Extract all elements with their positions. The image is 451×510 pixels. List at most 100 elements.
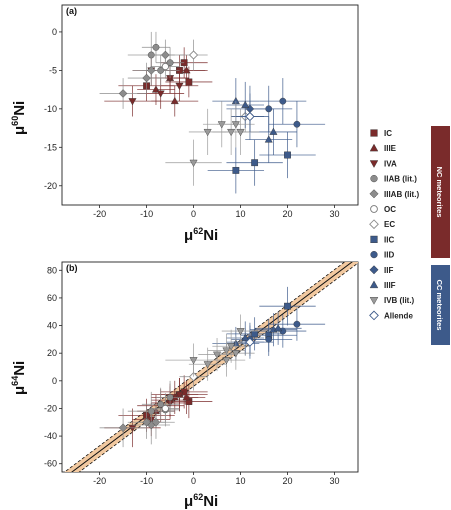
panel-b-y-tick-label: -20 <box>44 403 57 413</box>
panel-b-data-point <box>251 330 259 338</box>
panel-a-y-tick-label: 0 <box>52 27 57 37</box>
panel-b-y-tick-label: 80 <box>47 265 57 275</box>
legend-label: IIIF <box>384 281 396 290</box>
panel-b-x-tick-label: -20 <box>93 476 106 486</box>
panel-b-data-point <box>175 391 184 399</box>
panel-b-series-iiiab-lit- <box>99 405 175 448</box>
legend-label: IVB (lit.) <box>384 296 415 305</box>
panel-b-data-point <box>274 324 283 332</box>
panel-a-data-point <box>166 59 174 67</box>
panel-a-ticks: -20 -10 0 10 20 30 0 -5 -10 -15 -20 <box>44 27 340 219</box>
panel-b-data-point <box>236 328 245 336</box>
legend-marker <box>369 265 379 275</box>
panel-a-data-point <box>170 96 179 105</box>
panel-a-x-tick-label: 10 <box>236 209 246 219</box>
panel-a-data-point <box>264 135 273 143</box>
panel-b-data-point <box>293 320 301 328</box>
panel-b-data-point <box>245 337 255 347</box>
panel-a-data-point <box>236 129 245 137</box>
panel-a-y-tick-label: -10 <box>44 104 57 114</box>
panel-a-data <box>99 31 326 194</box>
panel-b-data-point <box>284 302 291 310</box>
panel-a-data-point <box>227 129 236 137</box>
panel-b-ticks: -20 -10 0 10 20 30 80 60 40 20 0 -20 -40 -60 <box>44 265 340 486</box>
panel-b-x-tick-label: 30 <box>330 476 340 486</box>
panel-a-x-tick-label: 0 <box>191 209 196 219</box>
legend-label: IIF <box>384 266 393 275</box>
panel-b-data-point <box>222 357 231 365</box>
legend-label: IIC <box>384 235 394 244</box>
panel-a-data-point <box>146 66 156 75</box>
panel-a-series-iic <box>207 131 316 194</box>
panel-a-data-point <box>251 159 259 167</box>
panel-a-data-point <box>232 166 240 174</box>
panel-a-data-point <box>241 100 250 108</box>
panel-b-data-point <box>227 343 236 351</box>
legend-item-iva: IVA <box>369 159 397 168</box>
panel-b-data-point <box>241 333 250 341</box>
panel-b-x-tick-label: 0 <box>191 476 196 486</box>
panel-a-data-point <box>185 78 193 86</box>
panel-b-data-point <box>142 417 151 427</box>
legend-item-iiiab: IIIAB (lit.) <box>369 189 419 199</box>
panel-b-data-point <box>182 393 191 401</box>
panel-b-data-point <box>157 400 165 408</box>
panel-a-data-point <box>161 62 170 71</box>
panel-a-data-point <box>188 50 199 60</box>
panel-b-x-tick-label: 10 <box>236 476 246 486</box>
panel-b-y-tick-label: 60 <box>47 293 57 303</box>
panel-a-data-point <box>231 121 240 129</box>
panel-a-series-oc <box>151 55 180 79</box>
nc-group-box: NC meteorites <box>431 126 450 258</box>
panel-a-series-iiiab-lit- <box>99 39 185 109</box>
panel-b-label: (b) <box>66 263 78 273</box>
panel-b-regression-band <box>63 262 358 472</box>
legend-label: IIAB (lit.) <box>384 175 417 184</box>
panel-a-data-point <box>203 129 212 137</box>
panel-b-confidence-line <box>78 262 358 472</box>
panel-b-data-point <box>231 350 240 358</box>
legend-label: OC <box>384 205 396 214</box>
panel-b-series-allende <box>235 331 265 354</box>
legend-marker <box>369 160 379 168</box>
panel-b-data <box>99 286 326 448</box>
panel-a-data-point <box>142 73 151 83</box>
legend-item-ivb: IVB (lit.) <box>369 296 415 305</box>
legend-marker <box>370 175 378 183</box>
panel-b-series-oc <box>151 394 180 423</box>
legend-item-iic: IIC <box>370 235 394 244</box>
panel-b-y-axis-label: μ64Ni <box>10 361 28 395</box>
panel-a-x-tick-label: -20 <box>93 209 106 219</box>
legend-item-ic: IC <box>370 129 392 138</box>
panel-a-data-point <box>293 120 301 128</box>
legend-marker <box>370 205 378 213</box>
panel-a-data-point <box>269 127 278 135</box>
legend-label: EC <box>384 220 395 229</box>
legend-marker <box>370 235 378 244</box>
panel-b-x-tick-label: -10 <box>140 476 153 486</box>
panel-b-y-tick-label: 40 <box>47 321 57 331</box>
panel-b-frame <box>61 261 359 473</box>
panel-a-data-point <box>182 66 191 74</box>
panel-a-x-tick-label: 30 <box>330 209 340 219</box>
panel-a-data-point <box>175 82 184 91</box>
panel-b-y-tick-label: 0 <box>52 376 57 386</box>
legend-item-oc: OC <box>370 205 396 214</box>
panel-a-data-point <box>279 97 287 105</box>
panel-a: (a) -20 -10 0 10 20 30 0 -5 -10 -15 -20 <box>44 4 359 219</box>
legend-marker <box>370 251 378 259</box>
panel-a-y-axis-label: μ60Ni <box>10 101 28 135</box>
legend-marker <box>369 143 379 152</box>
legend-item-iiab: IIAB (lit.) <box>370 175 417 184</box>
panel-b-y-tick-label: -60 <box>44 459 57 469</box>
legend-marker <box>369 297 379 305</box>
panel-a-data-point <box>245 111 255 122</box>
legend-item-iiie: IIIE <box>369 143 397 153</box>
panel-b-y-tick-label: 20 <box>47 348 57 358</box>
panel-b-data-point <box>118 423 128 433</box>
panel-a-x-axis-label: μ62Ni <box>184 226 218 244</box>
legend-label: IIIAB (lit.) <box>384 190 419 199</box>
panel-a-x-tick-label: 20 <box>283 209 293 219</box>
panel-a-data-point <box>156 90 165 98</box>
